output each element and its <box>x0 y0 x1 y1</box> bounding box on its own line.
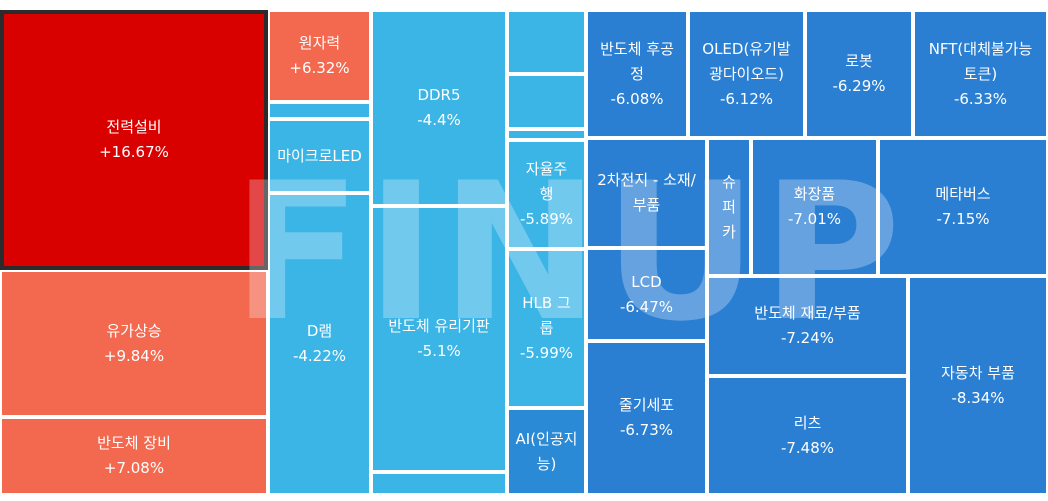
change-percent: -6.29% <box>832 77 886 95</box>
cell-label: 2차전지 - 소재/부품 <box>588 168 705 218</box>
sector-name: 자율주행 <box>525 160 568 203</box>
change-percent: -6.08% <box>610 89 664 108</box>
treemap-cell[interactable] <box>507 129 586 140</box>
change-percent: -5.89% <box>519 210 574 228</box>
sector-name: NFT(대체불가능토큰) <box>928 39 1033 83</box>
change-percent: +6.32% <box>289 59 350 77</box>
sector-name: 메타버스 <box>935 185 991 203</box>
change-percent: -4.4% <box>417 111 461 129</box>
sector-name: 슈퍼카 <box>722 172 736 241</box>
treemap-cell[interactable]: 유가상승 +9.84% <box>0 270 268 417</box>
treemap-cell[interactable] <box>371 472 507 495</box>
cell-label: 로봇 -6.29% <box>826 49 891 99</box>
cell-label: 슈퍼카 <box>713 170 745 245</box>
cell-label: LCD -6.47% <box>614 270 679 320</box>
cell-label: 원자력 +6.32% <box>283 31 355 81</box>
sector-name: 반도체 장비 <box>97 434 171 452</box>
cell-label: 반도체 유리기판 -5.1% <box>382 314 495 364</box>
sector-name: 원자력 <box>298 34 341 52</box>
treemap-cell[interactable] <box>507 74 586 129</box>
sector-name: 2차전지 - 소재/부품 <box>597 171 696 214</box>
sector-name: 반도체 유리기판 <box>388 317 490 335</box>
treemap-cell[interactable]: 슈퍼카 <box>707 138 751 276</box>
sector-name: 전력설비 <box>106 118 162 136</box>
change-percent: -7.01% <box>787 210 842 228</box>
cell-label: 반도체 장비 +7.08% <box>91 431 177 481</box>
sector-name: OLED(유기발광다이오드) <box>702 39 791 83</box>
sector-name: 자동차 부품 <box>941 363 1015 382</box>
treemap-cell[interactable]: 자율주행 -5.89% <box>507 140 586 249</box>
treemap-cell[interactable]: 반도체 재료/부품 -7.24% <box>707 276 908 376</box>
cell-label: AI(인공지능) <box>510 427 584 477</box>
change-percent: +16.67% <box>99 143 169 161</box>
change-percent: -7.15% <box>936 210 990 228</box>
treemap-cell[interactable]: 리츠 -7.48% <box>707 376 908 495</box>
treemap-cell[interactable]: 줄기세포 -6.73% <box>586 341 707 495</box>
sector-name: 로봇 <box>845 52 873 70</box>
change-percent: -7.24% <box>780 329 835 347</box>
sector-name: 줄기세포 <box>618 396 675 414</box>
sector-name: AI(인공지능) <box>515 429 578 473</box>
cell-label: 메타버스 -7.15% <box>929 182 996 232</box>
treemap-cell[interactable]: 전력설비 +16.67% <box>0 10 268 270</box>
cell-label: 전력설비 +16.67% <box>93 115 175 165</box>
treemap-cell[interactable]: 반도체 장비 +7.08% <box>0 417 268 495</box>
cell-label: OLED(유기발광다이오드) -6.12% <box>690 37 803 112</box>
treemap-cell[interactable]: 반도체 유리기판 -5.1% <box>371 206 507 472</box>
treemap-cell[interactable]: 메타버스 -7.15% <box>878 138 1048 276</box>
sector-name: 반도체 후공정 <box>600 39 674 83</box>
change-percent: -5.1% <box>417 342 461 360</box>
cell-label: 리츠 -7.48% <box>775 411 840 461</box>
sector-name: 리츠 <box>793 413 822 432</box>
cell-label: 줄기세포 -6.73% <box>613 393 680 443</box>
treemap-cell[interactable]: LCD -6.47% <box>586 248 707 341</box>
treemap-cell[interactable]: 마이크로LED <box>268 119 371 193</box>
cell-label: 자율주행 -5.89% <box>513 157 580 232</box>
sector-name: 유가상승 <box>106 321 162 340</box>
treemap-cell[interactable]: DDR5 -4.4% <box>371 10 507 206</box>
cell-label: 마이크로LED <box>271 144 368 169</box>
cell-label: 반도체 재료/부품 -7.24% <box>748 301 866 351</box>
treemap-cell[interactable]: OLED(유기발광다이오드) -6.12% <box>688 10 805 138</box>
sector-name: 화장품 <box>793 185 836 203</box>
change-percent: -6.33% <box>953 89 1008 108</box>
cell-label: 유가상승 +9.84% <box>98 319 170 369</box>
treemap-cell[interactable]: 2차전지 - 소재/부품 <box>586 138 707 248</box>
change-percent: -5.99% <box>519 344 574 362</box>
change-percent: -8.34% <box>951 388 1005 407</box>
change-percent: +9.84% <box>103 346 165 365</box>
change-percent: -4.22% <box>292 347 347 365</box>
treemap-cell[interactable] <box>507 10 586 74</box>
treemap-cell[interactable]: 원자력 +6.32% <box>268 10 371 102</box>
cell-label: 반도체 후공정 -6.08% <box>588 37 686 112</box>
cell-label: NFT(대체불가능토큰) -6.33% <box>919 37 1043 112</box>
treemap-cell[interactable]: HLB 그룹 -5.99% <box>507 249 586 408</box>
cell-label: D램 -4.22% <box>287 319 352 369</box>
treemap-cell[interactable]: 자동차 부품 -8.34% <box>908 276 1048 495</box>
change-percent: +7.08% <box>103 459 165 477</box>
sector-name: LCD <box>631 272 662 291</box>
change-percent: -7.48% <box>780 438 835 457</box>
sector-name: HLB 그룹 <box>522 294 571 337</box>
change-percent: -6.12% <box>719 89 774 108</box>
change-percent: -6.73% <box>619 421 674 439</box>
change-percent: -6.47% <box>619 297 674 316</box>
sector-name: DDR5 <box>417 86 461 104</box>
cell-label: DDR5 -4.4% <box>411 83 467 133</box>
sector-name: 반도체 재료/부품 <box>754 304 861 322</box>
cell-label: 자동차 부품 -8.34% <box>935 361 1021 411</box>
sector-name: D램 <box>306 322 333 340</box>
treemap-cell[interactable]: 로봇 -6.29% <box>805 10 913 138</box>
treemap-cell[interactable]: AI(인공지능) <box>507 408 586 495</box>
treemap-cell[interactable] <box>268 102 371 119</box>
treemap-cell[interactable]: 화장품 -7.01% <box>751 138 878 276</box>
treemap-cell[interactable]: D램 -4.22% <box>268 193 371 495</box>
treemap-cell[interactable]: NFT(대체불가능토큰) -6.33% <box>913 10 1048 138</box>
cell-label: 화장품 -7.01% <box>782 182 847 232</box>
cell-label: HLB 그룹 -5.99% <box>511 291 583 366</box>
sector-name: 마이크로LED <box>277 146 362 165</box>
treemap-cell[interactable]: 반도체 후공정 -6.08% <box>586 10 688 138</box>
